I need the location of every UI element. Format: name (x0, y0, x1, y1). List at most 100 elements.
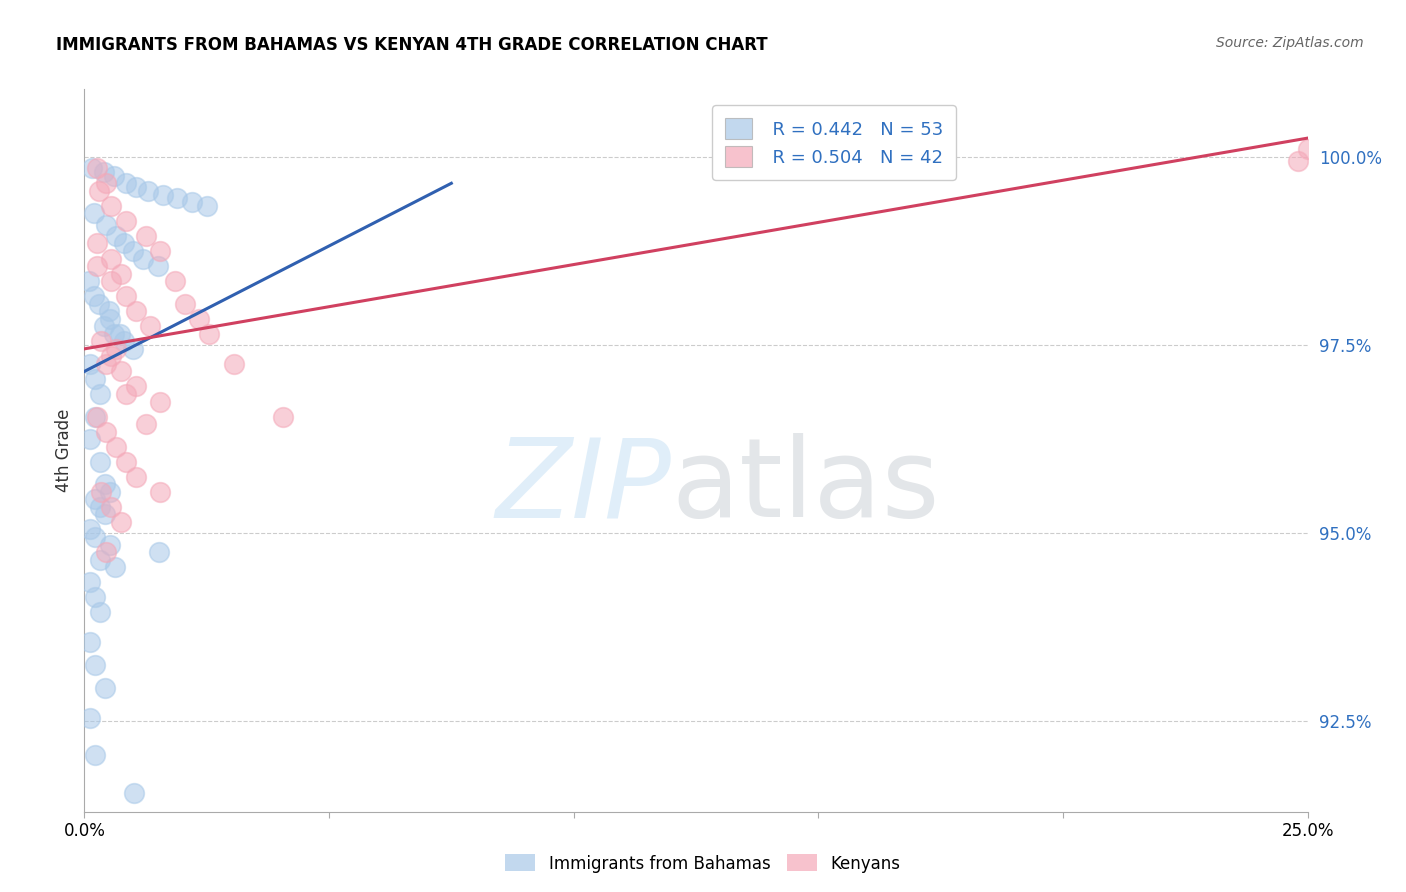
Point (1286, 153, 1309, 168)
Point (79, 432, 101, 446)
Point (89, 552, 111, 566)
Point (222, 357, 245, 371)
Point (100, 274, 122, 288)
Text: atlas: atlas (672, 434, 941, 540)
Point (84, 492, 107, 507)
Point (84, 657, 107, 672)
Point (271, 409, 294, 424)
Point (149, 484, 172, 499)
Point (112, 334, 135, 349)
Point (86, 259, 108, 273)
Text: IMMIGRANTS FROM BAHAMAS VS KENYAN 4TH GRADE CORRELATION CHART: IMMIGRANTS FROM BAHAMAS VS KENYAN 4TH GR… (56, 36, 768, 54)
Point (90, 484, 112, 499)
Point (163, 274, 186, 288)
Point (110, 364, 132, 378)
Point (115, 387, 138, 401)
Point (83, 289, 105, 303)
Point (115, 289, 138, 303)
Point (96, 218, 118, 232)
Point (125, 470, 148, 484)
Point (105, 440, 128, 454)
Point (79, 575, 101, 590)
Point (87, 296, 110, 310)
Point (83, 206, 105, 220)
Point (115, 455, 138, 469)
Point (122, 342, 145, 356)
Point (93, 319, 115, 334)
Point (181, 195, 204, 210)
Point (103, 169, 125, 183)
Point (149, 244, 172, 258)
Point (94, 508, 117, 522)
Point (100, 252, 122, 266)
Point (132, 252, 155, 266)
Point (84, 530, 107, 544)
Point (188, 311, 211, 326)
Point (195, 199, 218, 213)
Point (166, 191, 188, 205)
Point (125, 304, 148, 318)
Point (96, 545, 118, 559)
Point (105, 229, 128, 244)
Point (77, 274, 100, 288)
Point (136, 184, 159, 198)
Point (100, 199, 122, 213)
Legend:   R = 0.442   N = 53,   R = 0.504   N = 42: R = 0.442 N = 53, R = 0.504 N = 42 (713, 105, 956, 179)
Point (96, 176, 118, 190)
Point (89, 500, 111, 514)
Point (86, 161, 108, 176)
Point (79, 357, 101, 371)
Point (139, 319, 162, 334)
Point (89, 605, 111, 619)
Point (112, 236, 135, 251)
Point (93, 165, 115, 179)
Point (87, 184, 110, 198)
Point (1296, 142, 1319, 156)
Point (105, 342, 128, 356)
Point (97, 304, 120, 318)
Point (135, 229, 157, 244)
Point (125, 180, 148, 194)
Point (122, 244, 145, 258)
Point (98, 537, 121, 551)
Point (125, 379, 148, 393)
Point (135, 417, 157, 431)
Point (98, 484, 121, 499)
Point (110, 515, 132, 529)
Point (115, 214, 138, 228)
Point (146, 259, 169, 273)
Point (104, 560, 127, 574)
Point (84, 748, 107, 763)
Point (115, 176, 138, 190)
Point (149, 394, 172, 409)
Point (198, 326, 221, 341)
Point (94, 681, 117, 695)
Point (173, 296, 195, 310)
Point (94, 477, 117, 491)
Point (100, 500, 122, 514)
Point (152, 187, 174, 202)
Point (79, 635, 101, 649)
Legend: Immigrants from Bahamas, Kenyans: Immigrants from Bahamas, Kenyans (499, 847, 907, 880)
Point (89, 387, 111, 401)
Point (98, 311, 121, 326)
Point (84, 372, 107, 386)
Point (84, 409, 107, 424)
Point (84, 591, 107, 605)
Point (122, 786, 145, 800)
Point (108, 326, 131, 341)
Point (86, 409, 108, 424)
Point (79, 711, 101, 725)
Point (79, 523, 101, 537)
Y-axis label: 4th Grade: 4th Grade (55, 409, 73, 492)
Text: Source: ZipAtlas.com: Source: ZipAtlas.com (1216, 36, 1364, 50)
Point (86, 236, 108, 251)
Text: ZIP: ZIP (496, 434, 672, 540)
Point (100, 350, 122, 364)
Point (103, 326, 125, 341)
Point (96, 357, 118, 371)
Point (80, 161, 103, 176)
Point (89, 455, 111, 469)
Point (96, 425, 118, 439)
Point (148, 545, 170, 559)
